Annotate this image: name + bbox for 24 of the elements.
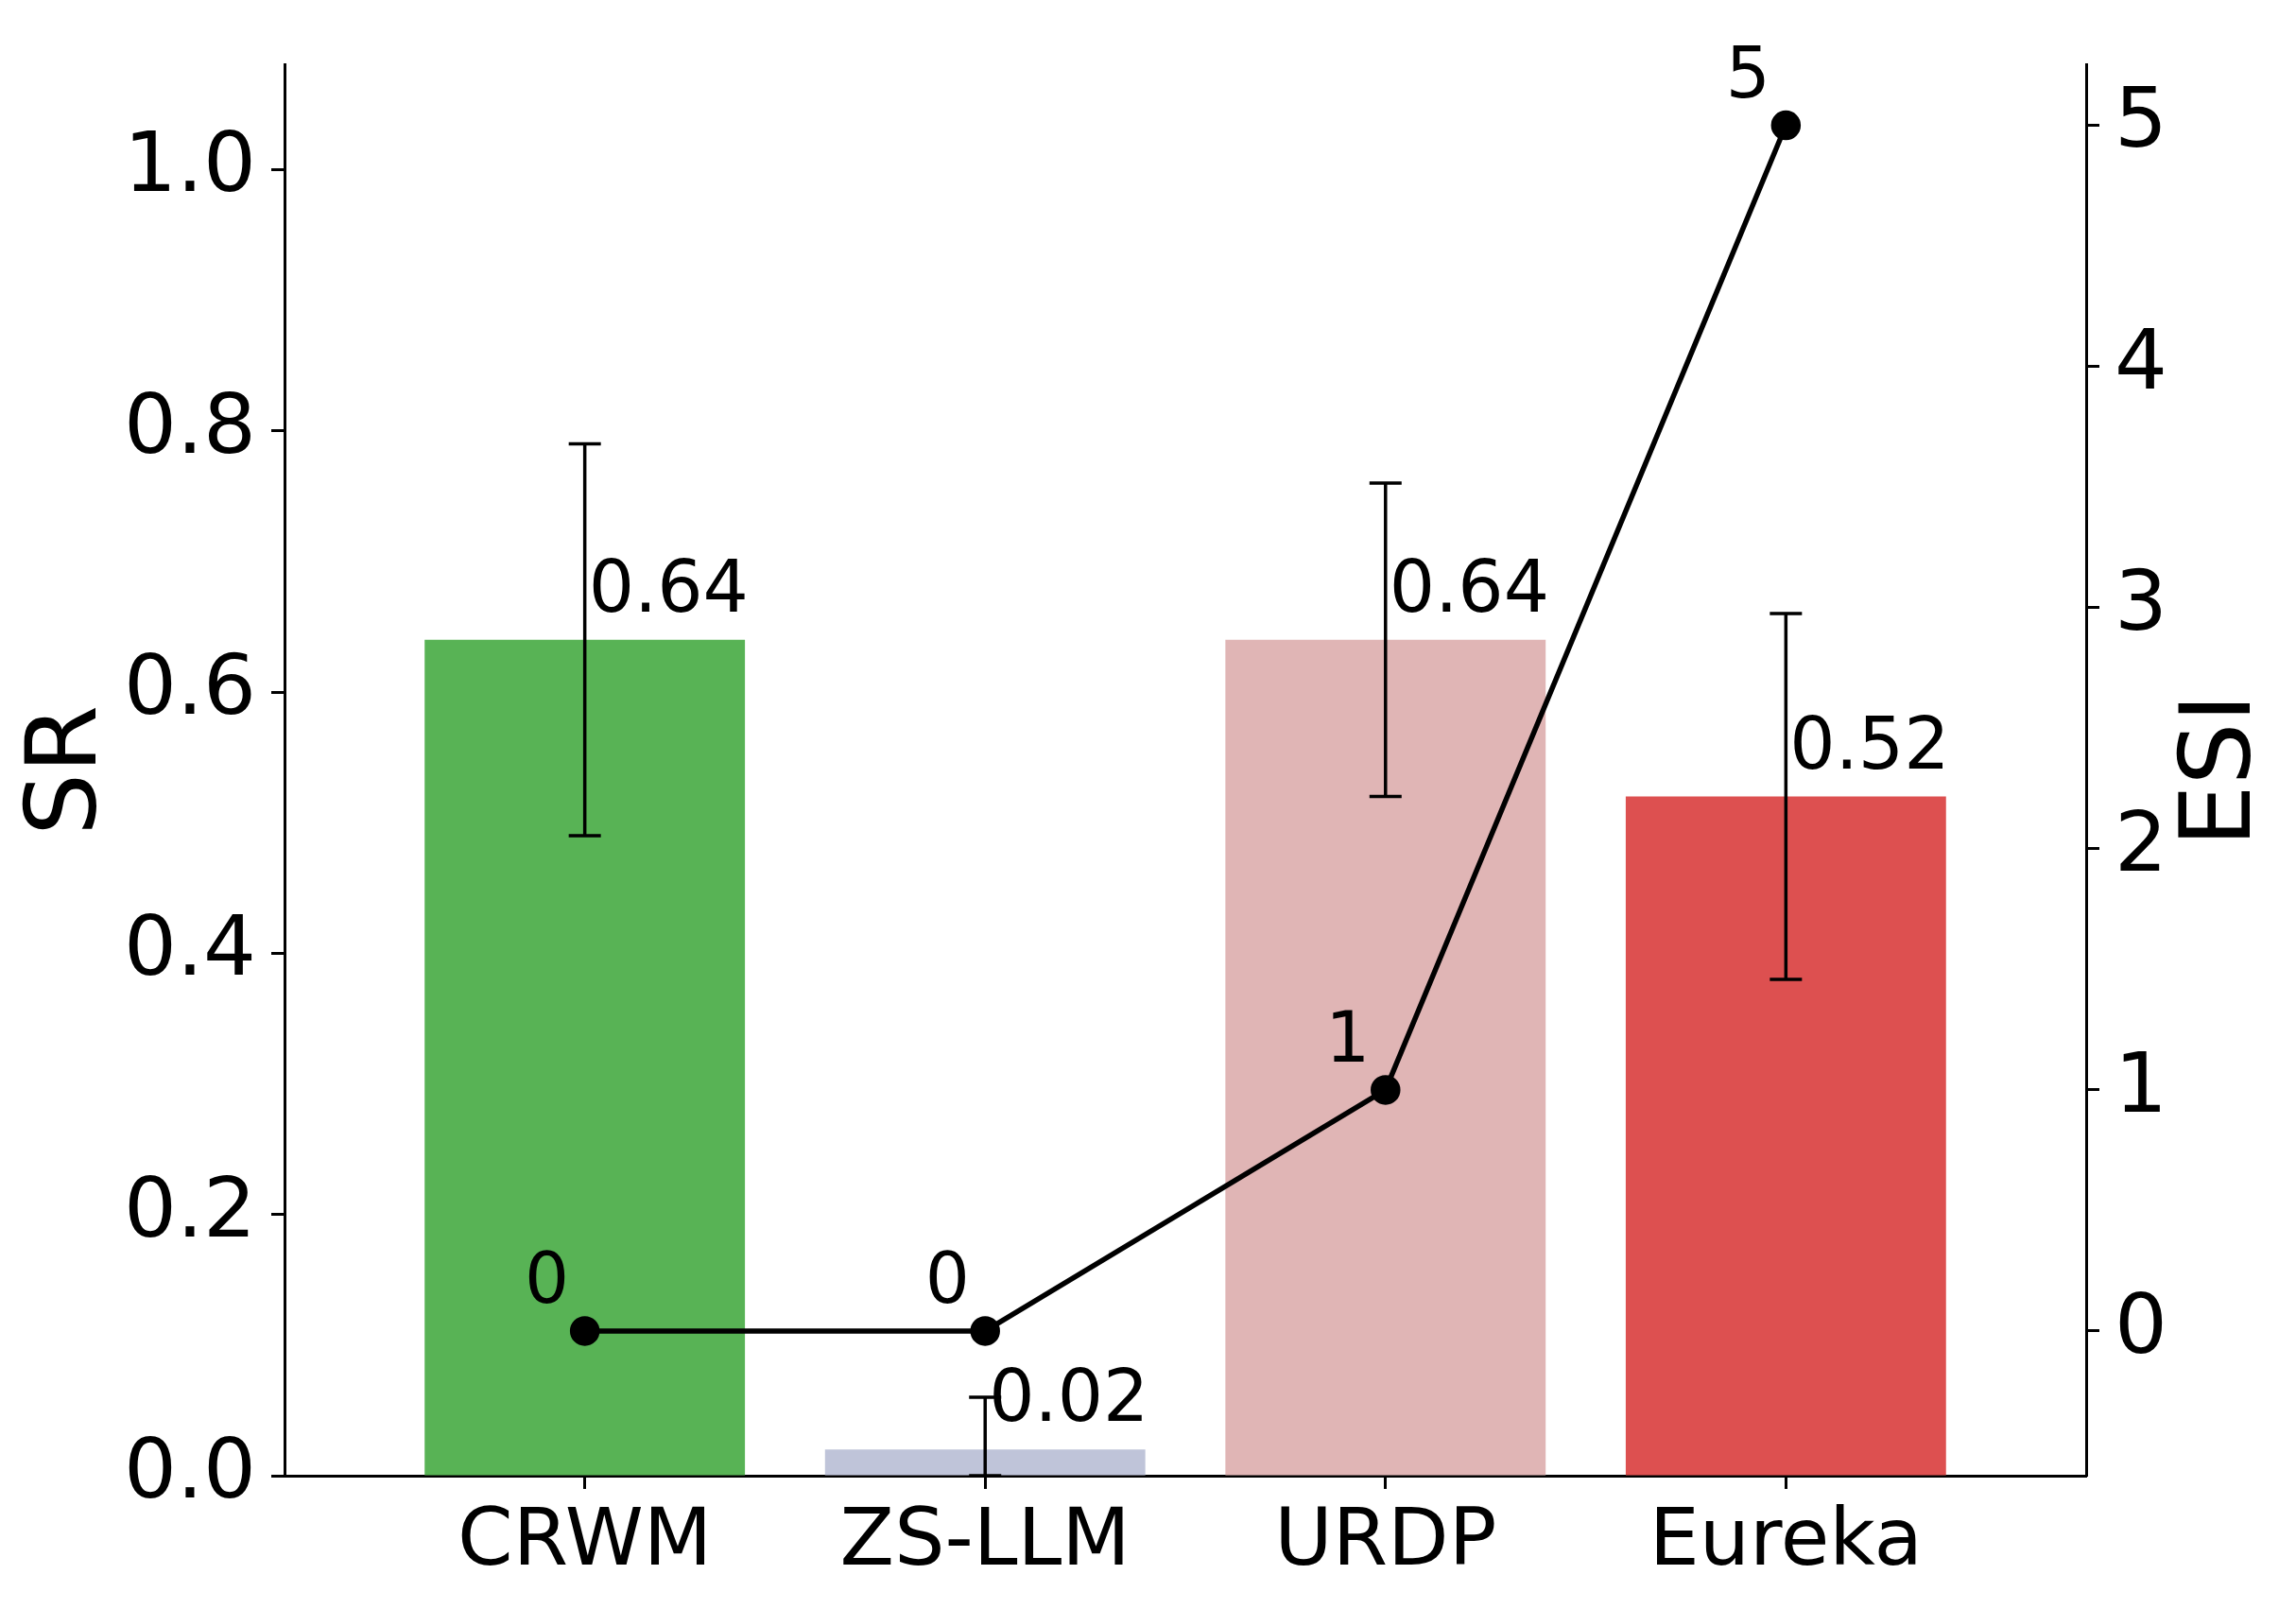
data-label: 0 <box>525 1237 570 1319</box>
y-axis-title: SR <box>4 704 120 837</box>
y2-tick-label: 5 <box>2115 69 2167 167</box>
x-tick-label: URDP <box>1274 1491 1497 1584</box>
data-label: 0.64 <box>588 544 749 629</box>
y-tick-label: 0.8 <box>124 374 256 473</box>
data-label: 0.64 <box>1389 544 1549 629</box>
x-tick-label: Eureka <box>1649 1491 1923 1584</box>
data-label: 0.52 <box>1789 701 1950 786</box>
y-tick-label: 0.4 <box>124 897 256 995</box>
y-tick-label: 1.0 <box>124 113 256 212</box>
data-label: 1 <box>1325 995 1371 1078</box>
y-tick-label: 0.2 <box>124 1158 256 1256</box>
y2-tick-label: 4 <box>2115 310 2167 408</box>
y2-tick-label: 3 <box>2115 551 2167 649</box>
data-label: 0.02 <box>989 1354 1149 1439</box>
x-tick-label: CRWM <box>457 1491 713 1584</box>
data-label: 0 <box>924 1237 970 1319</box>
x-tick-label: ZS-LLM <box>839 1491 1131 1584</box>
data-label: 5 <box>1725 31 1770 113</box>
y2-tick-label: 0 <box>2115 1274 2167 1373</box>
y-tick-label: 0.0 <box>124 1419 256 1517</box>
y2-tick-label: 1 <box>2115 1033 2167 1132</box>
y-tick-label: 0.6 <box>124 635 256 734</box>
